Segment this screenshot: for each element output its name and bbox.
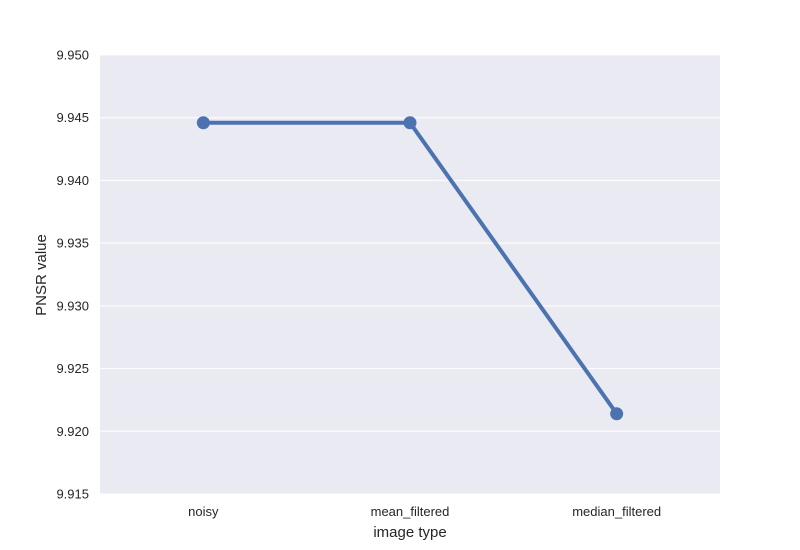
data-point-mean-filtered (403, 116, 417, 130)
y-tick-label-6: 9.945 (56, 110, 89, 125)
data-points (196, 116, 624, 421)
x-tick-label-noisy: noisy (188, 504, 219, 519)
x-tick-label-median-filtered: median_filtered (572, 504, 661, 519)
y-tick-label-3: 9.930 (56, 298, 89, 313)
y-tick-label-0: 9.915 (56, 487, 89, 502)
y-tick-labels: 9.915 9.920 9.925 9.930 9.935 9.940 9.945 9.950 (56, 48, 89, 502)
gridlines (100, 54, 720, 495)
data-point-noisy (196, 116, 210, 130)
data-point-median-filtered (610, 407, 624, 421)
y-tick-label-2: 9.925 (56, 361, 89, 376)
y-tick-label-4: 9.935 (56, 236, 89, 251)
x-axis-label: image type (373, 524, 446, 541)
x-tick-label-mean-filtered: mean_filtered (371, 504, 450, 519)
y-tick-label-5: 9.940 (56, 173, 89, 188)
x-tick-labels: noisy mean_filtered median_filtered (188, 504, 661, 519)
y-axis-label: PNSR value (33, 234, 50, 316)
y-tick-label-7: 9.950 (56, 48, 89, 63)
y-tick-label-1: 9.920 (56, 424, 89, 439)
